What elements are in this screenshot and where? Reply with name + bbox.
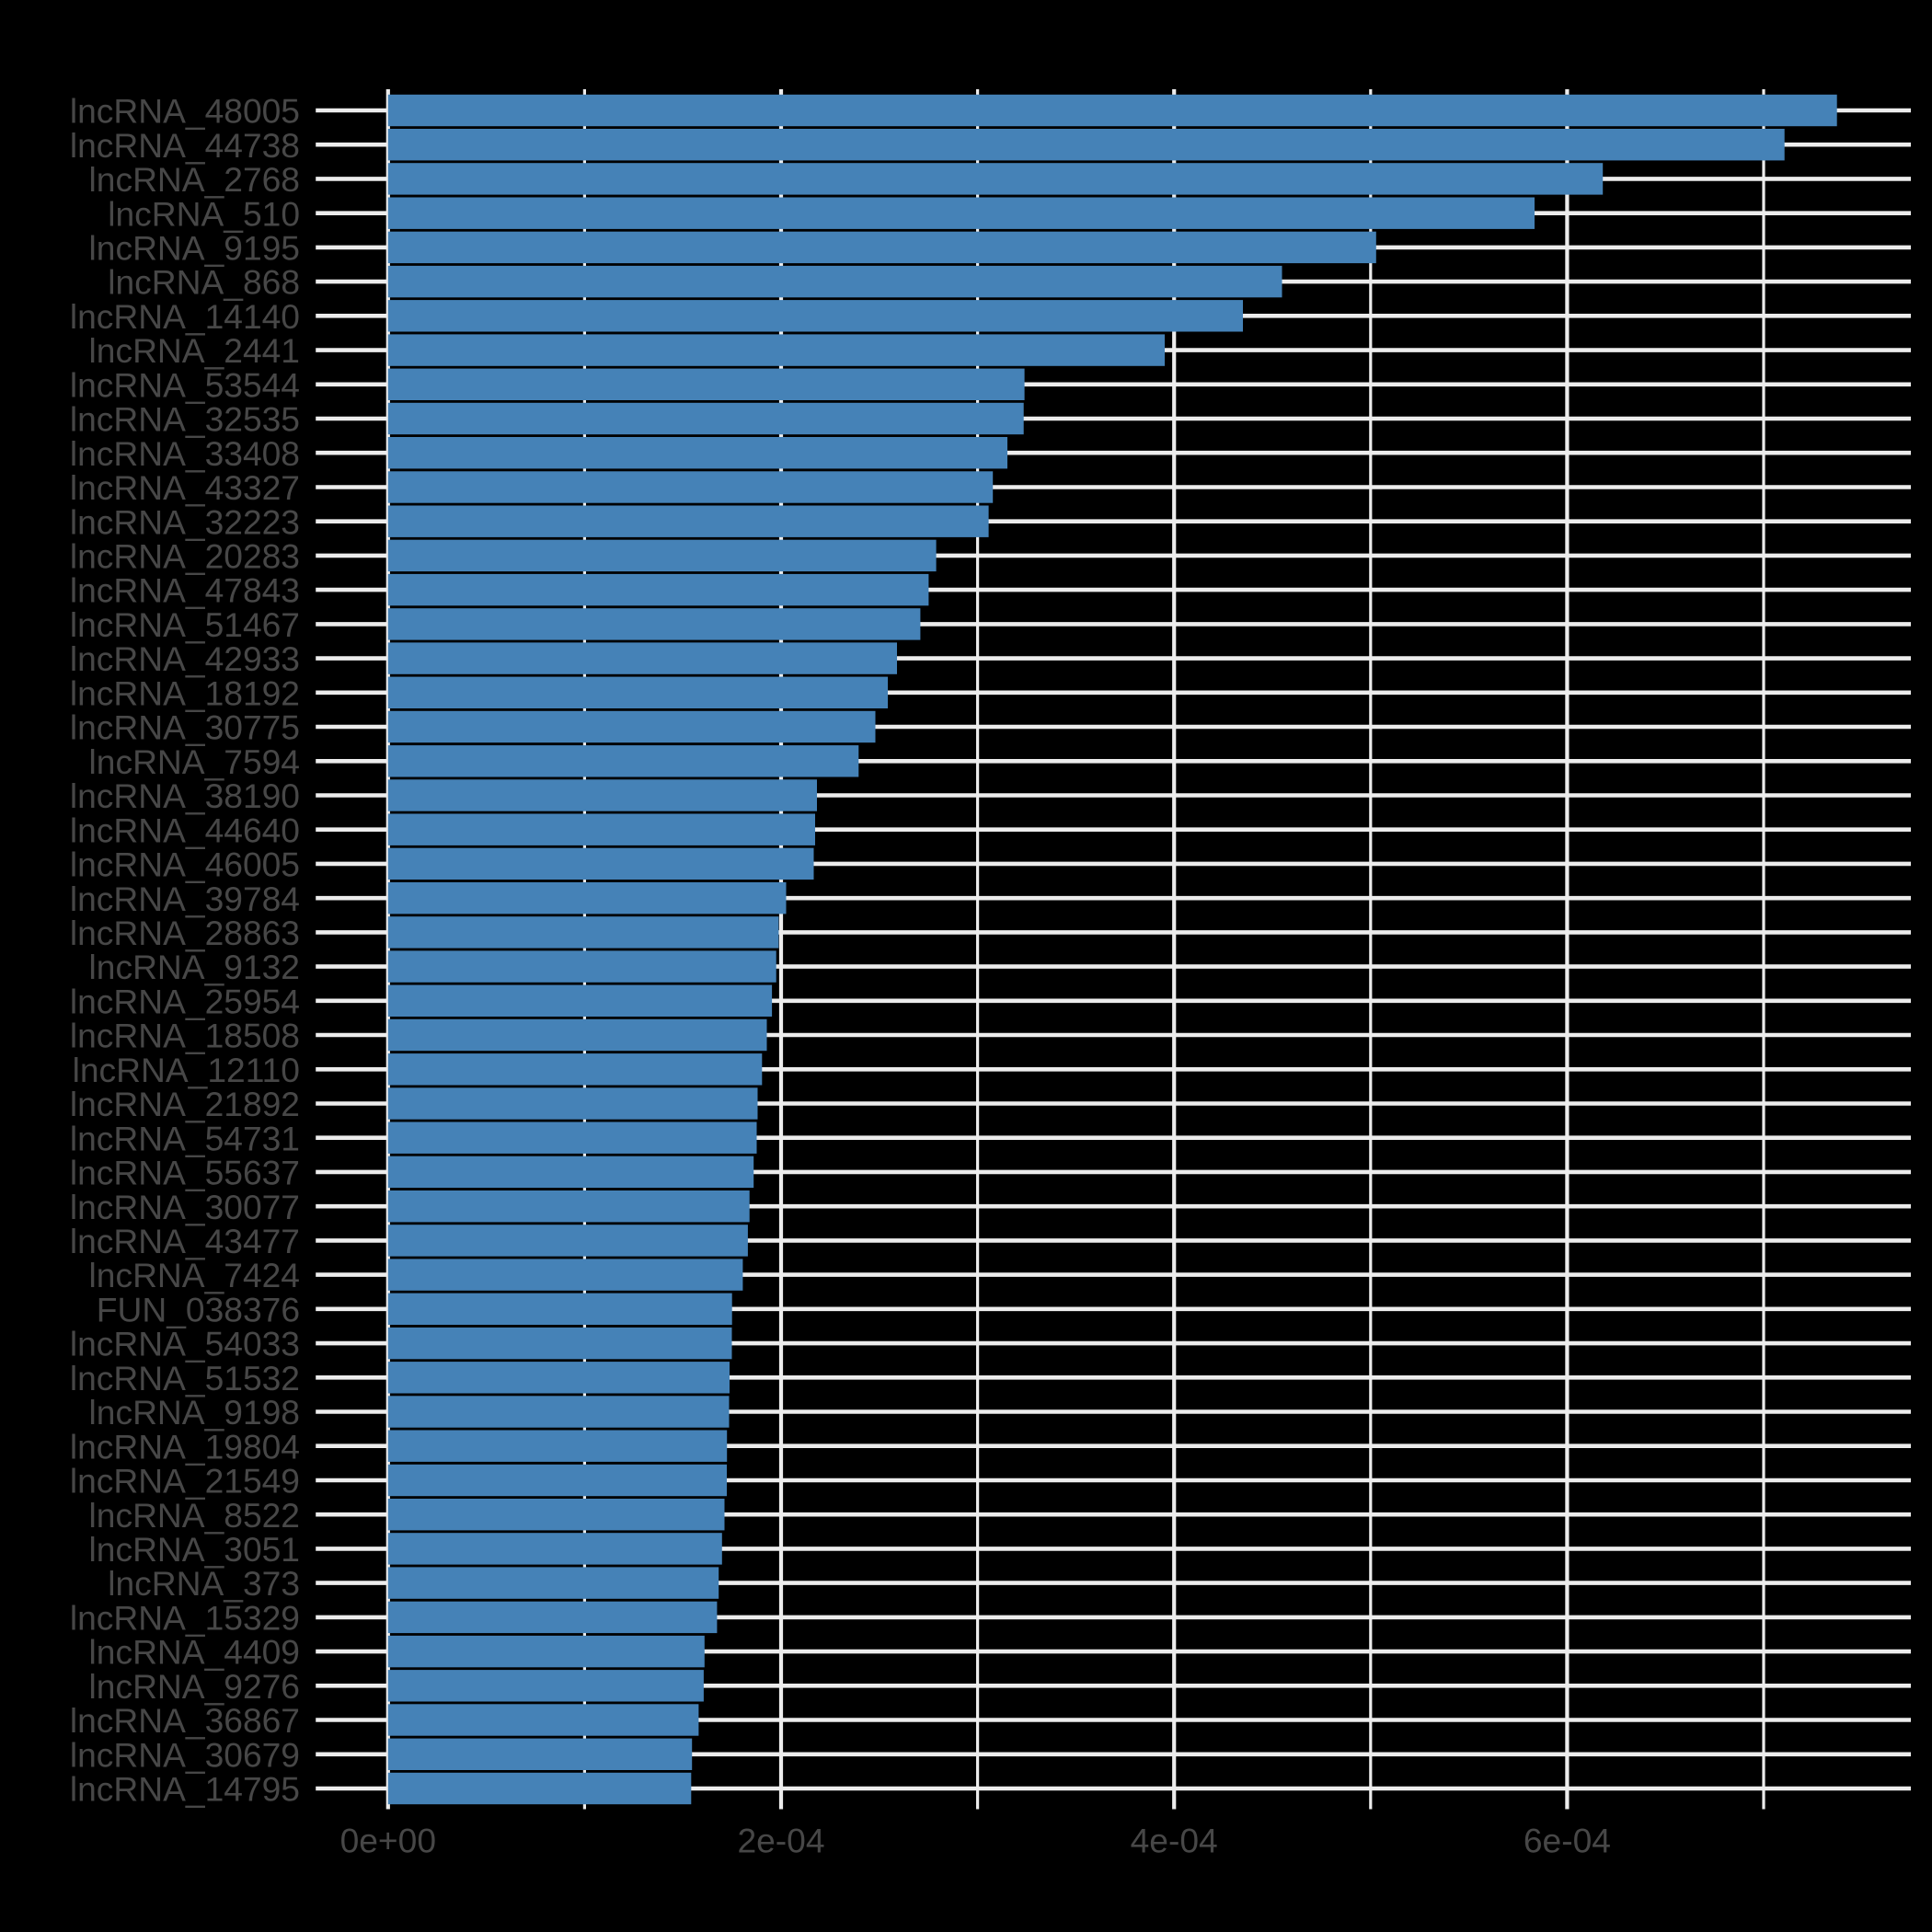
svg-text:lncRNA_9195: lncRNA_9195	[89, 229, 300, 268]
svg-text:lncRNA_7424: lncRNA_7424	[89, 1256, 300, 1294]
svg-text:0e+00: 0e+00	[340, 1821, 436, 1859]
svg-text:lncRNA_12110: lncRNA_12110	[73, 1051, 300, 1089]
svg-text:lncRNA_36867: lncRNA_36867	[70, 1701, 300, 1740]
svg-text:lncRNA_43327: lncRNA_43327	[70, 468, 300, 507]
svg-text:lncRNA_4409: lncRNA_4409	[89, 1633, 300, 1672]
svg-text:lncRNA_9276: lncRNA_9276	[89, 1667, 300, 1706]
svg-text:lncRNA_373: lncRNA_373	[108, 1564, 300, 1603]
svg-text:lncRNA_8522: lncRNA_8522	[89, 1496, 300, 1535]
svg-text:FUN_038376: FUN_038376	[97, 1290, 300, 1328]
svg-text:lncRNA_510: lncRNA_510	[108, 194, 300, 233]
svg-text:lncRNA_54731: lncRNA_54731	[70, 1119, 300, 1157]
svg-text:lncRNA_2441: lncRNA_2441	[89, 331, 300, 370]
svg-text:lncRNA_32223: lncRNA_32223	[70, 502, 300, 541]
svg-text:lncRNA_53544: lncRNA_53544	[70, 365, 300, 404]
svg-text:lncRNA_30077: lncRNA_30077	[70, 1188, 300, 1226]
svg-text:lncRNA_48005: lncRNA_48005	[70, 92, 300, 131]
svg-text:lncRNA_21549: lncRNA_21549	[70, 1462, 300, 1501]
svg-text:lncRNA_39784: lncRNA_39784	[70, 880, 300, 918]
svg-text:lncRNA_7594: lncRNA_7594	[89, 742, 300, 781]
svg-text:lncRNA_3051: lncRNA_3051	[89, 1530, 300, 1569]
svg-text:lncRNA_20283: lncRNA_20283	[70, 537, 300, 576]
svg-text:lncRNA_14140: lncRNA_14140	[70, 297, 300, 336]
svg-text:lncRNA_30679: lncRNA_30679	[70, 1735, 300, 1774]
svg-text:lncRNA_28863: lncRNA_28863	[70, 914, 300, 952]
svg-text:lncRNA_18508: lncRNA_18508	[70, 1017, 300, 1055]
svg-text:lncRNA_44738: lncRNA_44738	[70, 126, 300, 165]
svg-text:6e-04: 6e-04	[1524, 1821, 1611, 1859]
svg-text:lncRNA_30775: lncRNA_30775	[70, 708, 300, 747]
svg-text:lncRNA_33408: lncRNA_33408	[70, 434, 300, 473]
svg-text:lncRNA_51532: lncRNA_51532	[70, 1359, 300, 1397]
svg-text:2e-04: 2e-04	[737, 1821, 824, 1859]
svg-text:lncRNA_55637: lncRNA_55637	[70, 1154, 300, 1192]
svg-text:lncRNA_42933: lncRNA_42933	[70, 639, 300, 678]
svg-text:lncRNA_32535: lncRNA_32535	[70, 400, 300, 439]
svg-text:lncRNA_9198: lncRNA_9198	[89, 1393, 300, 1432]
svg-text:lncRNA_9132: lncRNA_9132	[89, 948, 300, 986]
svg-text:lncRNA_51467: lncRNA_51467	[70, 605, 300, 644]
svg-text:lncRNA_46005: lncRNA_46005	[70, 845, 300, 884]
svg-text:lncRNA_2768: lncRNA_2768	[89, 160, 300, 199]
svg-text:4e-04: 4e-04	[1131, 1821, 1218, 1859]
svg-text:lncRNA_25954: lncRNA_25954	[70, 982, 300, 1020]
svg-text:lncRNA_868: lncRNA_868	[108, 263, 300, 302]
svg-text:lncRNA_54033: lncRNA_54033	[70, 1325, 300, 1363]
svg-text:lncRNA_43477: lncRNA_43477	[70, 1222, 300, 1260]
svg-text:lncRNA_18192: lncRNA_18192	[70, 673, 300, 712]
svg-text:lncRNA_21892: lncRNA_21892	[70, 1085, 300, 1123]
svg-text:lncRNA_14795: lncRNA_14795	[70, 1770, 300, 1809]
svg-text:lncRNA_15329: lncRNA_15329	[70, 1599, 300, 1638]
svg-text:lncRNA_38190: lncRNA_38190	[70, 776, 300, 815]
svg-text:lncRNA_44640: lncRNA_44640	[70, 811, 300, 849]
svg-text:lncRNA_47843: lncRNA_47843	[70, 571, 300, 610]
svg-text:lncRNA_19804: lncRNA_19804	[70, 1427, 300, 1466]
